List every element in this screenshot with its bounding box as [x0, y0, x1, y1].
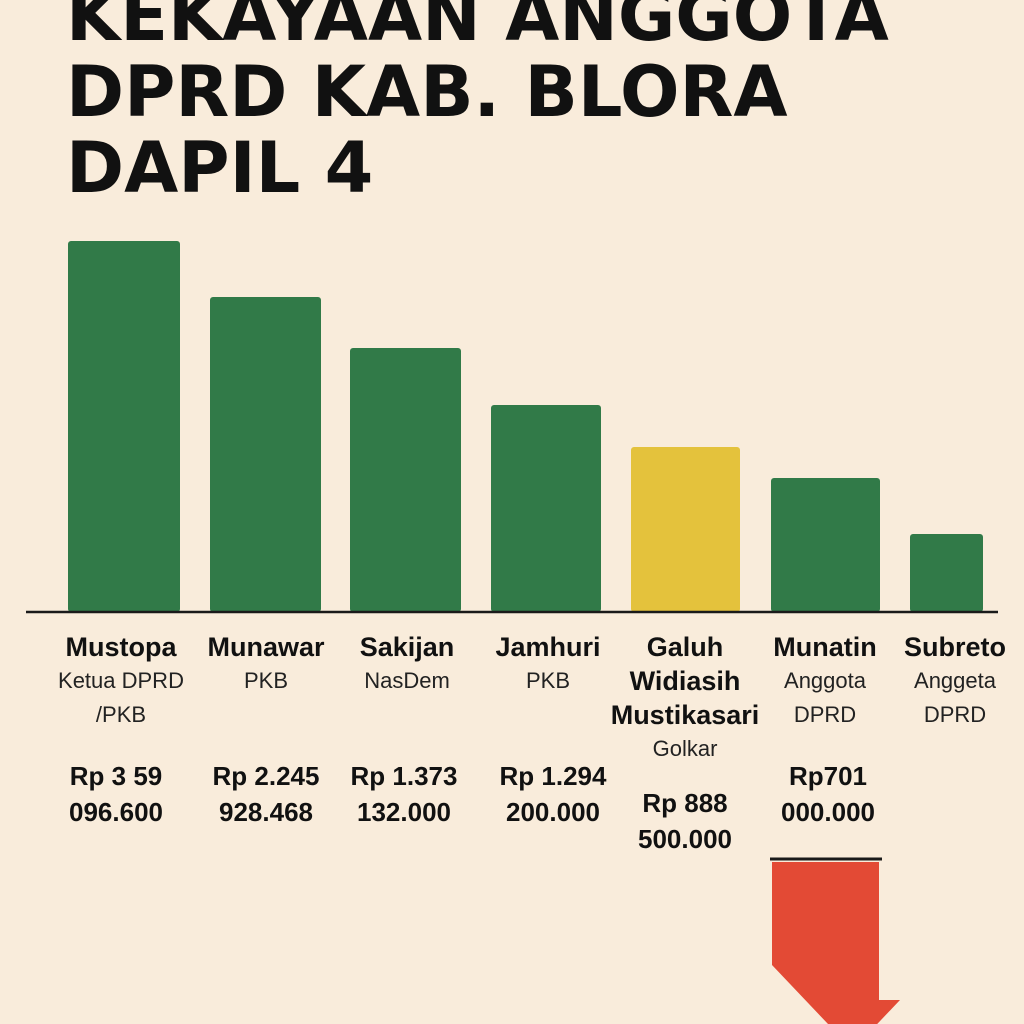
- category-name-line: Munatin: [773, 632, 877, 662]
- value-label-line: 928.468: [219, 797, 313, 827]
- bar-5: [631, 447, 740, 612]
- category-name-line: Subreto: [903, 632, 1006, 662]
- value-label: Rp 1.373 132.000: [324, 758, 484, 830]
- category-role-line: Ketua DPRD: [58, 668, 184, 693]
- category-name-line: Sakijan: [359, 632, 455, 662]
- category-label: Sakijan NasDem: [327, 630, 487, 698]
- category-role-line: /PKB: [95, 702, 147, 727]
- category-name-line: Galuh: [646, 632, 724, 662]
- title-line-2: DPRD KAB. BLORA: [66, 51, 788, 133]
- category-label: Jamhuri PKB: [468, 630, 628, 698]
- value-label: Rp 2.245 928.468: [186, 758, 346, 830]
- category-role-line: DPRD: [923, 702, 987, 727]
- bar-2: [210, 297, 321, 612]
- value-label-line: Rp 1.373: [350, 761, 458, 791]
- category-label: Galuh Widiasih Mustikasari Golkar: [605, 630, 765, 766]
- bar-3: [350, 348, 461, 612]
- value-label: Rp 3 59 096.600: [36, 758, 196, 830]
- category-role-line: Anggeta: [914, 668, 996, 693]
- bar-4: [491, 405, 601, 612]
- value-label-line: Rp 3 59: [69, 761, 163, 791]
- title-line-3: DAPIL 4: [66, 127, 374, 209]
- value-label-line: 000.000: [781, 797, 875, 827]
- category-label: Munawar PKB: [186, 630, 346, 698]
- value-label-line: 096.600: [69, 797, 163, 827]
- value-label: Rp 1.294 200.000: [473, 758, 633, 830]
- category-label: Munatin Anggota DPRD: [745, 630, 905, 732]
- value-label: Rp701 000.000: [748, 758, 908, 830]
- category-role-line: DPRD: [793, 702, 857, 727]
- value-label-line: 500.000: [638, 824, 732, 854]
- value-label-line: Rp701: [788, 761, 868, 791]
- category-name-line: Munawar: [207, 632, 325, 662]
- category-role-line: NasDem: [364, 668, 450, 693]
- value-label-line: 132.000: [357, 797, 451, 827]
- value-label-line: 200.000: [506, 797, 600, 827]
- value-label-line: Rp 1.294: [499, 761, 607, 791]
- bar-1: [68, 241, 180, 612]
- bar-7: [910, 534, 983, 612]
- category-role-line: Anggota: [784, 668, 866, 693]
- category-label: Subreto Anggeta DPRD: [890, 630, 1020, 732]
- bar-6: [771, 478, 880, 612]
- arrow-shape: [772, 862, 900, 1024]
- value-label-line: Rp 888: [642, 788, 728, 818]
- category-name-line: Jamhuri: [495, 632, 601, 662]
- category-role-line: PKB: [243, 668, 289, 693]
- category-name-line: Widiasih: [629, 666, 741, 696]
- value-label: Rp 888 500.000: [605, 785, 765, 857]
- category-role-line: Golkar: [652, 736, 718, 761]
- category-label: Mustopa Ketua DPRD/PKB: [41, 630, 201, 732]
- chart-title: KEKAYAAN ANGGOTA DPRD KAB. BLORA DAPIL 4: [66, 0, 889, 206]
- value-label-line: Rp 2.245: [212, 761, 320, 791]
- category-name-line: Mustikasari: [610, 700, 760, 730]
- category-name-line: Mustopa: [65, 632, 177, 662]
- category-role-line: PKB: [525, 668, 571, 693]
- title-line-1: KEKAYAAN ANGGOTA: [66, 0, 889, 57]
